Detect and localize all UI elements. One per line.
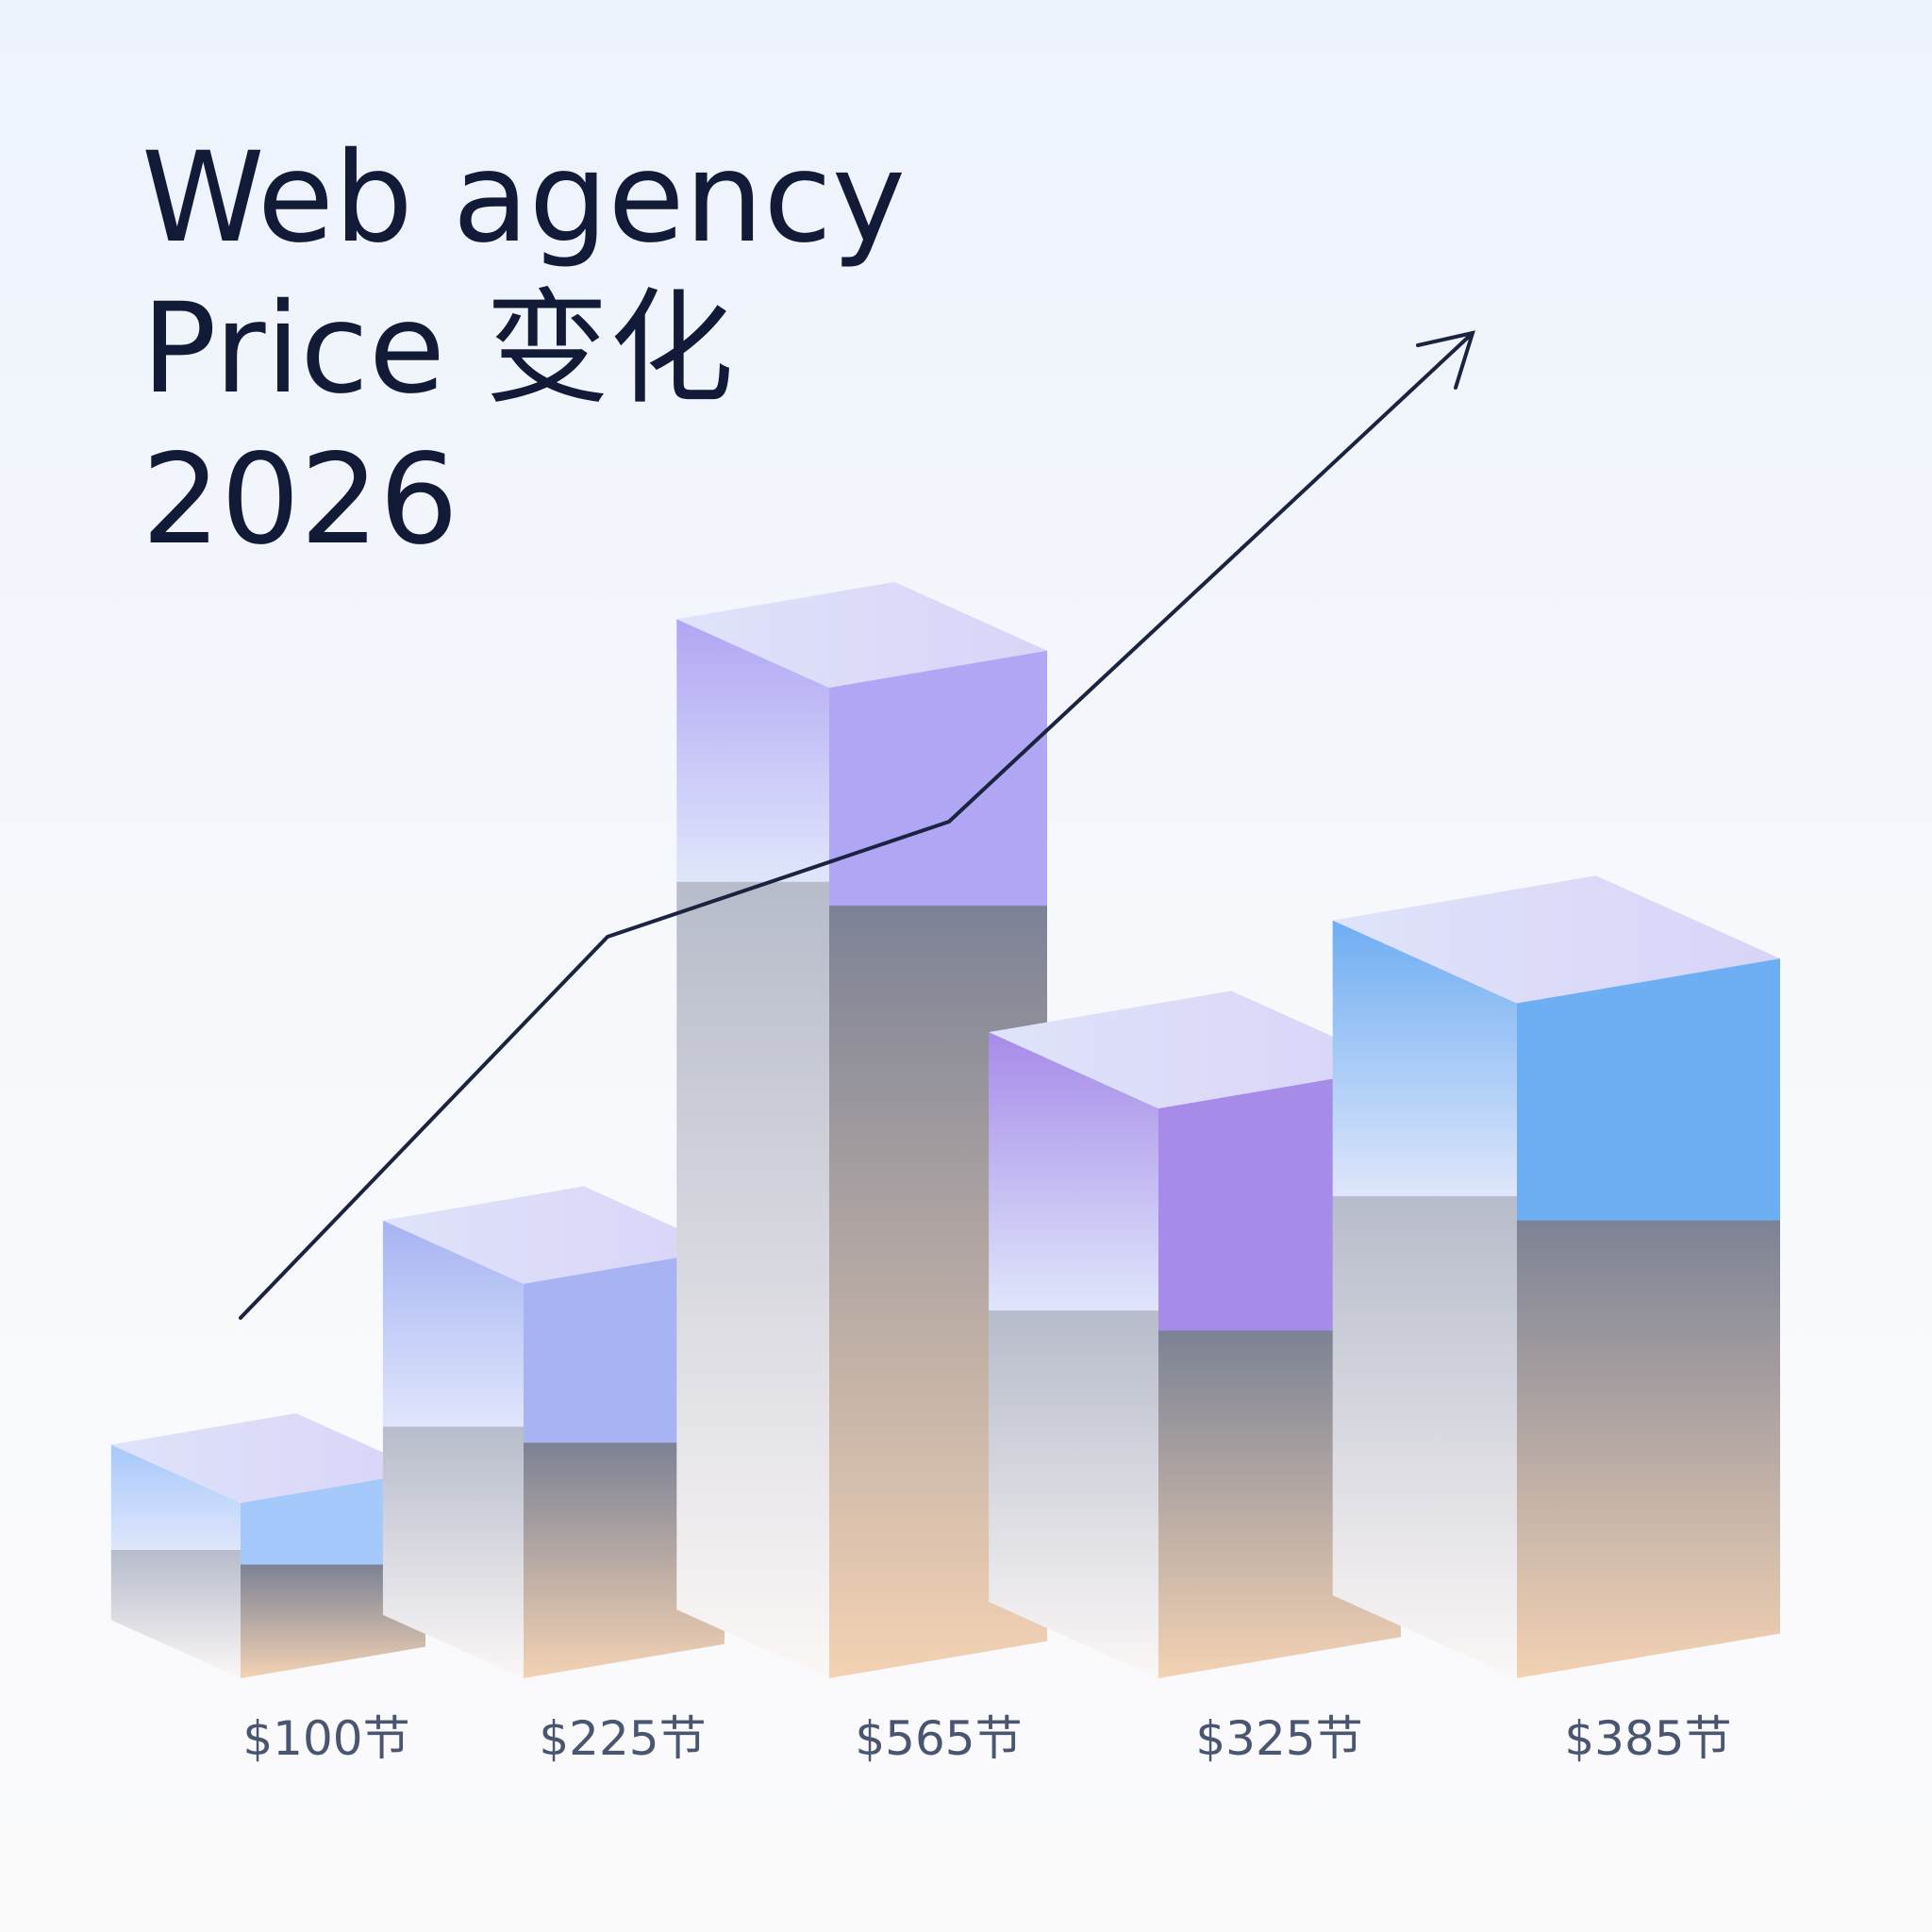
trend-line <box>239 331 1474 1320</box>
chart-title: Web agency <box>142 125 906 271</box>
bar-top <box>676 581 1047 688</box>
trend-arrow <box>239 330 1475 1320</box>
bar <box>524 1249 724 1678</box>
value-label: $565节 <box>855 1711 1022 1766</box>
bar-side <box>1332 920 1517 1678</box>
bar <box>241 1471 425 1678</box>
bar-side <box>676 619 829 1678</box>
bar-side <box>989 1032 1158 1678</box>
bar-side <box>382 1220 524 1678</box>
value-label: $325节 <box>1195 1711 1362 1766</box>
value-label: $385节 <box>1564 1711 1731 1766</box>
bar-top <box>382 1186 724 1284</box>
arrow-head <box>1416 330 1475 390</box>
chart-title: 2026 <box>142 427 458 573</box>
bar-side <box>110 1444 241 1678</box>
bar-top <box>110 1413 426 1504</box>
bar-top <box>1332 875 1780 1004</box>
value-label: $100节 <box>242 1711 409 1766</box>
value-label: $225节 <box>539 1711 706 1766</box>
bar <box>1517 958 1780 1678</box>
chart-title: Price 变化 <box>142 276 734 422</box>
bars <box>110 581 1780 1678</box>
bar-top <box>989 991 1401 1109</box>
